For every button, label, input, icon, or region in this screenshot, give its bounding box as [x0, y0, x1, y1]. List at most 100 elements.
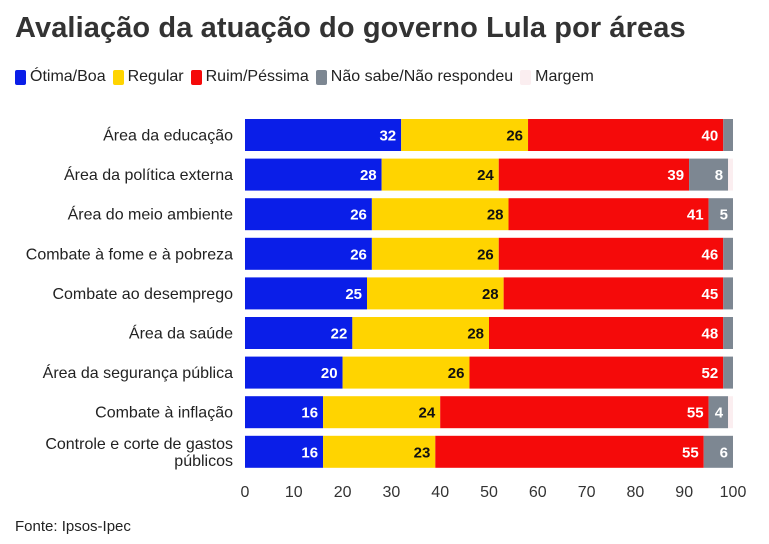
bar-segment-regular — [342, 356, 470, 389]
data-label-otima-boa: 16 — [301, 444, 318, 461]
bar-segment-ruim-pessima — [469, 356, 724, 389]
category-label: Combate à inflação — [95, 405, 233, 422]
data-label-regular: 23 — [414, 444, 431, 461]
x-tick-label: 30 — [383, 484, 401, 501]
data-label-regular: 28 — [487, 207, 504, 224]
x-tick-label: 100 — [720, 484, 747, 501]
data-label-otima-boa: 22 — [331, 326, 348, 343]
chart-title: Avaliação da atuação do governo Lula por… — [15, 12, 686, 44]
data-label-otima-boa: 20 — [321, 365, 338, 382]
bar-segment-nao-sabe-nao-respondeu — [689, 158, 729, 191]
data-label-nao-sabe-nao-respondeu: 4 — [715, 405, 724, 422]
data-label-ruim-pessima: 55 — [687, 405, 704, 422]
legend-item-otima-boa: Ótima/Boa — [15, 68, 106, 86]
legend-swatch-margem — [520, 69, 532, 85]
x-tick-label: 20 — [334, 484, 352, 501]
data-label-regular: 28 — [467, 326, 484, 343]
bar-segment-regular — [323, 435, 436, 468]
legend-label-regular: Regular — [127, 68, 184, 85]
bar-segment-ruim-pessima — [489, 317, 724, 349]
bar-segment-otima-boa — [245, 119, 402, 151]
bar-segment-otima-boa — [245, 237, 372, 270]
data-label-regular: 26 — [448, 365, 465, 382]
legend-swatch-nao-sabe — [315, 69, 327, 85]
x-tick-label: 80 — [627, 484, 645, 501]
category-label: Controle e corte de gastos públicos — [45, 436, 233, 470]
x-tick-label: 0 — [241, 484, 250, 501]
bar-segment-ruim-pessima — [503, 277, 724, 310]
legend: Ótima/Boa Regular Ruim/Péssima Não sabe/… — [15, 68, 601, 86]
bar-segment-ruim-pessima — [498, 158, 690, 191]
data-label-regular: 26 — [477, 246, 494, 263]
bar-segment-otima-boa — [245, 356, 343, 389]
legend-swatch-ruim-pessima — [190, 69, 202, 85]
bar-segment-regular — [323, 396, 441, 429]
bar-segment-nao-sabe-nao-respondeu — [723, 277, 733, 310]
bar-segment-ruim-pessima — [508, 198, 709, 231]
data-label-regular: 24 — [477, 167, 494, 184]
x-tick-label: 10 — [285, 484, 303, 501]
legend-swatch-otima-boa — [15, 69, 26, 85]
data-label-otima-boa: 25 — [345, 286, 362, 303]
data-label-otima-boa: 16 — [301, 405, 318, 422]
data-label-otima-boa: 32 — [379, 128, 396, 145]
source-note: Fonte: Ipsos-Ipec — [15, 518, 131, 535]
bar-segment-otima-boa — [245, 435, 324, 468]
bar-segment-nao-sabe-nao-respondeu — [723, 237, 733, 270]
bar-segment-nao-sabe-nao-respondeu — [723, 317, 733, 349]
bar-segment-otima-boa — [245, 317, 353, 349]
category-label: Área do meio ambiente — [68, 205, 234, 224]
bar-segment-otima-boa — [245, 277, 367, 310]
legend-label-otima-boa: Ótima/Boa — [30, 68, 106, 85]
data-label-ruim-pessima: 40 — [702, 128, 719, 145]
data-label-ruim-pessima: 48 — [702, 326, 719, 343]
data-label-ruim-pessima: 39 — [667, 167, 684, 184]
legend-item-nao-sabe: Não sabe/Não respondeu — [315, 68, 514, 86]
data-label-ruim-pessima: 45 — [702, 286, 719, 303]
data-label-otima-boa: 28 — [360, 167, 377, 184]
bar-segment-otima-boa — [245, 198, 372, 231]
bar-segment-otima-boa — [245, 158, 382, 191]
data-label-ruim-pessima: 46 — [702, 246, 719, 263]
data-label-nao-sabe-nao-respondeu: 5 — [720, 207, 728, 224]
bar-segment-margem — [728, 396, 733, 429]
x-tick-label: 90 — [675, 484, 693, 501]
x-tick-label: 40 — [431, 484, 449, 501]
data-label-ruim-pessima: 52 — [702, 365, 719, 382]
legend-label-ruim-pessima: Ruim/Péssima — [205, 68, 309, 85]
data-label-otima-boa: 26 — [350, 246, 367, 263]
data-label-regular: 24 — [419, 405, 436, 422]
data-label-regular: 26 — [506, 128, 523, 145]
bar-segment-regular — [352, 317, 489, 349]
bar-segment-nao-sabe-nao-respondeu — [723, 119, 733, 151]
legend-swatch-regular — [112, 69, 124, 85]
category-label: Área da segurança pública — [43, 363, 233, 382]
legend-item-ruim-pessima: Ruim/Péssima — [190, 68, 309, 86]
bar-segment-regular — [367, 277, 504, 310]
category-label: Área da saúde — [129, 324, 233, 343]
category-label: Combate à fome e à pobreza — [26, 246, 233, 263]
category-label: Combate ao desemprego — [52, 286, 233, 303]
data-label-otima-boa: 26 — [350, 207, 367, 224]
data-label-ruim-pessima: 55 — [682, 444, 699, 461]
legend-label-margem: Margem — [535, 68, 594, 85]
bar-segment-ruim-pessima — [528, 119, 724, 151]
bar-segment-regular — [401, 119, 529, 151]
bar-segment-ruim-pessima — [440, 396, 709, 429]
category-label: Área da educação — [103, 126, 233, 145]
bar-segment-regular — [371, 237, 499, 270]
bar-segment-nao-sabe-nao-respondeu — [708, 198, 733, 231]
legend-label-nao-sabe: Não sabe/Não respondeu — [330, 68, 514, 85]
legend-item-margem: Margem — [520, 68, 594, 86]
bar-segment-nao-sabe-nao-respondeu — [703, 435, 733, 468]
data-label-regular: 28 — [482, 286, 499, 303]
category-label: Área da política externa — [64, 165, 233, 184]
bar-segment-regular — [381, 158, 499, 191]
x-tick-label: 50 — [480, 484, 498, 501]
bar-segment-ruim-pessima — [498, 237, 724, 270]
bar-segment-margem — [728, 158, 733, 191]
x-tick-label: 70 — [578, 484, 596, 501]
bar-segment-otima-boa — [245, 396, 324, 429]
data-label-nao-sabe-nao-respondeu: 6 — [720, 444, 728, 461]
